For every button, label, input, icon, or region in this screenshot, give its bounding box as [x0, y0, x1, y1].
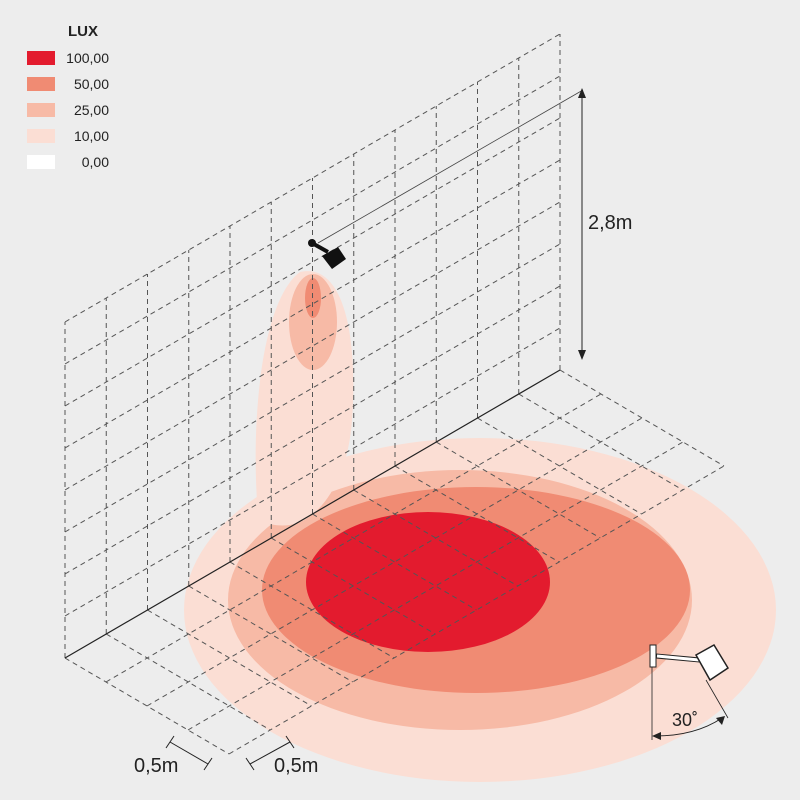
grid-label-y: 0,5m [274, 755, 318, 777]
grid-line [394, 465, 560, 563]
grid-line [187, 441, 684, 731]
grid-line [64, 159, 561, 449]
grid-line [64, 243, 561, 533]
light-distribution [184, 271, 776, 782]
legend-swatch [27, 103, 55, 117]
isolux-100 [306, 512, 550, 652]
height-dimension [578, 88, 586, 360]
grid-line [228, 465, 725, 755]
legend-label: 25,00 [74, 102, 109, 118]
grid-line [64, 75, 561, 365]
legend-label: 100,00 [66, 50, 109, 66]
grid-line [64, 117, 561, 407]
legend-swatch [27, 155, 55, 169]
grid-dimensions [165, 735, 295, 771]
grid-line [435, 441, 601, 539]
legend-swatch [27, 77, 55, 91]
height-label: 2,8m [588, 212, 632, 234]
grid-line [64, 657, 230, 755]
grid [64, 33, 725, 755]
grid-line [146, 417, 643, 707]
grid-line [518, 393, 684, 491]
side-lamp [649, 643, 730, 740]
grid-line [147, 609, 312, 707]
grid-line [312, 513, 477, 611]
legend: 100,00 50,00 25,00 10,00 0,00 [27, 50, 109, 170]
wall-base [64, 369, 561, 659]
legend-label: 50,00 [74, 76, 109, 92]
angle-label: 30˚ [672, 710, 698, 730]
wall-lamp [308, 239, 346, 269]
grid-line [188, 585, 354, 683]
legend-label: 10,00 [74, 128, 109, 144]
grid-line [559, 369, 725, 467]
grid-line [105, 393, 602, 683]
grid-line [353, 489, 519, 587]
grid-line [64, 327, 561, 617]
grid-line [229, 561, 395, 659]
legend-swatch [27, 129, 55, 143]
grid-line [270, 537, 436, 635]
height-guide [317, 89, 584, 244]
grid-label-x: 0,5m [134, 755, 178, 777]
grid-line [64, 33, 561, 323]
grid-line [477, 417, 642, 515]
grid-line [64, 201, 561, 491]
legend-label: 0,00 [82, 154, 109, 170]
grid-line [105, 633, 271, 731]
grid-line [64, 285, 561, 575]
legend-title: LUX [68, 23, 98, 40]
legend-swatch [27, 51, 55, 65]
